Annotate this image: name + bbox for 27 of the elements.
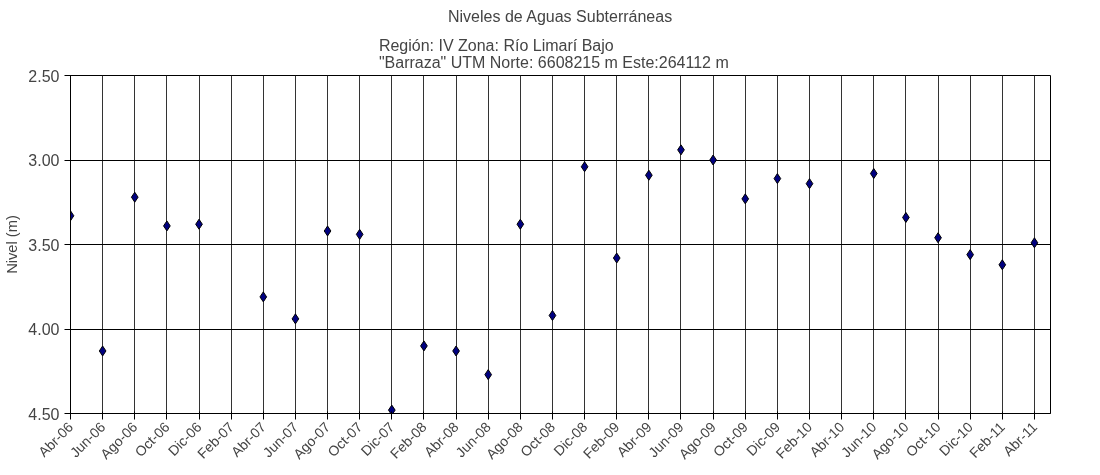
- point: [1030, 237, 1039, 249]
- point: [98, 345, 107, 357]
- point: [548, 309, 557, 321]
- y-tick-label: 4.00: [28, 321, 60, 338]
- point: [612, 252, 621, 264]
- point: [741, 193, 750, 205]
- y-axis-title: Nivel (m): [4, 215, 21, 274]
- point: [998, 259, 1007, 271]
- point: [516, 218, 525, 230]
- point: [323, 225, 332, 237]
- point: [966, 249, 975, 261]
- point: [387, 404, 396, 414]
- y-tick-label: 4.50: [28, 405, 60, 423]
- y-tick-label: 3.00: [28, 152, 60, 169]
- point: [484, 369, 493, 381]
- point: [869, 168, 878, 180]
- chart-title: Niveles de Aguas Subterráneas: [447, 7, 673, 25]
- point: [291, 313, 300, 325]
- point: [773, 173, 782, 185]
- y-tick-label: 2.50: [28, 67, 60, 85]
- chart-subtitle: Región: IV Zona: Río Limarí Bajo "Barraza" UTM Norte: 6608215 m Este:264112 m: [378, 36, 729, 71]
- point: [805, 178, 814, 190]
- point: [130, 191, 139, 203]
- point: [355, 228, 364, 240]
- y-tick-label: 3.50: [28, 236, 60, 254]
- point: [580, 161, 589, 173]
- point: [259, 291, 268, 303]
